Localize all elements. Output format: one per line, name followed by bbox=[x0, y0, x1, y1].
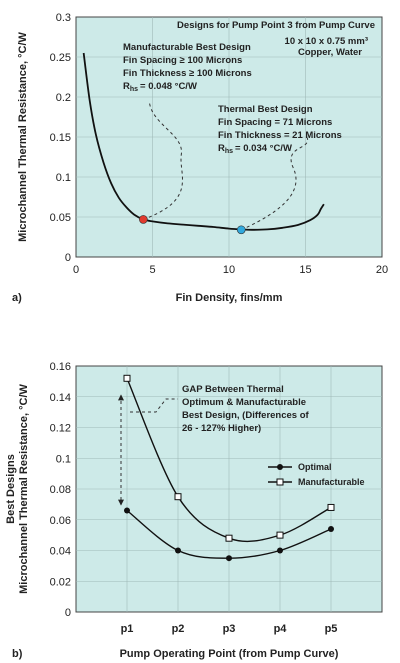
chart-a-panel-label: a) bbox=[12, 292, 22, 304]
legend-manufacturable-label: Manufacturable bbox=[298, 477, 365, 487]
chart-b-xlabel: Pump Operating Point (from Pump Curve) bbox=[120, 648, 339, 660]
chart-b-point-manufacturable bbox=[123, 374, 131, 382]
chart-b-xtick: p4 bbox=[274, 623, 288, 635]
chart-a-leader-manufacturable bbox=[143, 101, 183, 220]
chart-a-ann-manufacturable-1: Manufacturable Best Design bbox=[123, 42, 251, 53]
chart-a-spec-line2: Copper, Water bbox=[298, 47, 362, 58]
chart-a-xtick: 10 bbox=[223, 264, 235, 276]
chart-a-xtick: 15 bbox=[299, 264, 311, 276]
chart-b-point-optimal bbox=[277, 547, 283, 554]
chart-b-ytick: 0 bbox=[65, 607, 71, 619]
chart-b-gap-ann-3: Best Design, (Differences of bbox=[182, 410, 310, 421]
chart-b-point-optimal bbox=[226, 555, 232, 562]
legend-optimal-label: Optimal bbox=[298, 462, 332, 472]
chart-b-ylabel-1: Best Designs bbox=[5, 454, 17, 524]
chart-b-gap-ann-1: GAP Between Thermal bbox=[182, 384, 284, 395]
chart-a-ann-manufacturable-4: Rhs = 0.048 °C/W bbox=[123, 81, 197, 93]
chart-b-ticks: 0 0.02 0.04 0.06 0.08 0.1 0.12 0.14 0.16 p1 p2 p3 p4… bbox=[50, 361, 338, 635]
chart-b-point-manufacturable bbox=[327, 503, 335, 511]
chart-b-ytick: 0.04 bbox=[50, 546, 71, 558]
chart-b-xtick: p2 bbox=[172, 623, 185, 635]
chart-b-ytick: 0.12 bbox=[50, 423, 71, 435]
chart-a-xtick: 5 bbox=[149, 264, 155, 276]
chart-a-ytick: 0.05 bbox=[50, 212, 71, 224]
chart-a-ytick: 0.2 bbox=[56, 92, 71, 104]
chart-b-legend: Optimal Manufacturable bbox=[268, 462, 365, 487]
chart-a-ann-thermal-1: Thermal Best Design bbox=[218, 104, 313, 115]
chart-a-ytick: 0 bbox=[65, 252, 71, 264]
chart-b-ytick: 0.02 bbox=[50, 576, 71, 588]
chart-a-xlabel: Fin Density, fins/mm bbox=[176, 292, 283, 304]
chart-a-point-manufacturable bbox=[139, 215, 148, 224]
chart-a-ann-thermal-4: Rhs = 0.034 °C/W bbox=[218, 143, 292, 155]
chart-a-ytick: 0.3 bbox=[56, 12, 71, 24]
chart-b-gap-ann-2: Optimum & Manufacturable bbox=[182, 397, 306, 408]
chart-a-ann-thermal-2: Fin Spacing = 71 Microns bbox=[218, 117, 332, 128]
chart-b-xtick: p5 bbox=[325, 623, 338, 635]
legend-manufacturable-marker bbox=[276, 478, 284, 486]
chart-b-series-manufacturable-line bbox=[126, 378, 332, 543]
chart-b-point-optimal bbox=[328, 525, 334, 532]
chart-b-ylabel-2: Microchannel Thermal Resistance, °C/W bbox=[18, 383, 30, 593]
chart-a: 0 0.05 0.1 0.15 0.2 0.25 0.3 0 5 10 15 20 Designs f… bbox=[12, 12, 388, 304]
chart-a-xtick: 20 bbox=[376, 264, 388, 276]
chart-b-point-manufacturable bbox=[225, 534, 233, 542]
chart-b-gap-leader bbox=[130, 398, 178, 413]
chart-a-point-thermal bbox=[236, 225, 246, 235]
chart-b-xtick: p3 bbox=[223, 623, 236, 635]
chart-a-ann-thermal-3: Fin Thickness = 21 Microns bbox=[218, 130, 342, 141]
chart-b-xtick: p1 bbox=[121, 623, 134, 635]
chart-a-xtick: 0 bbox=[73, 264, 79, 276]
chart-a-ann-manufacturable-3: Fin Thickness ≥ 100 Microns bbox=[123, 68, 252, 79]
chart-a-grid bbox=[76, 17, 382, 257]
legend-optimal-marker bbox=[277, 464, 283, 470]
chart-b-ytick: 0.1 bbox=[56, 453, 71, 465]
chart-b-ytick: 0.16 bbox=[50, 361, 71, 373]
chart-b-point-optimal bbox=[124, 507, 130, 514]
chart-b-ytick: 0.08 bbox=[50, 484, 71, 496]
chart-b-ytick: 0.06 bbox=[50, 515, 71, 527]
chart-a-spec-line1: 10 x 10 x 0.75 mm³ bbox=[285, 36, 368, 47]
chart-b-panel-label: b) bbox=[12, 648, 23, 660]
chart-a-leader-thermal bbox=[241, 137, 308, 231]
chart-a-ylabel: Microchannel Thermal Resistance, °C/W bbox=[17, 31, 29, 241]
chart-b-point-manufacturable bbox=[276, 531, 284, 539]
chart-b: 0 0.02 0.04 0.06 0.08 0.1 0.12 0.14 0.16 p1 p2 p3 p4… bbox=[5, 361, 383, 660]
chart-b-markers bbox=[123, 374, 335, 562]
chart-a-ann-manufacturable-2: Fin Spacing ≥ 100 Microns bbox=[123, 55, 242, 66]
chart-b-gap-ann-4: 26 - 127% Higher) bbox=[182, 423, 261, 434]
chart-b-grid bbox=[76, 366, 382, 612]
chart-b-point-optimal bbox=[175, 547, 181, 554]
chart-a-ytick: 0.1 bbox=[56, 172, 71, 184]
chart-b-ytick: 0.14 bbox=[50, 392, 71, 404]
chart-b-point-manufacturable bbox=[174, 493, 182, 501]
chart-a-ytick: 0.15 bbox=[50, 132, 71, 144]
chart-a-title-note: Designs for Pump Point 3 from Pump Curve bbox=[177, 20, 375, 31]
chart-a-ytick: 0.25 bbox=[50, 52, 71, 64]
chart-a-ticks: 0 0.05 0.1 0.15 0.2 0.25 0.3 0 5 10 15 20 bbox=[50, 12, 389, 276]
chart-a-series-line bbox=[82, 52, 325, 231]
